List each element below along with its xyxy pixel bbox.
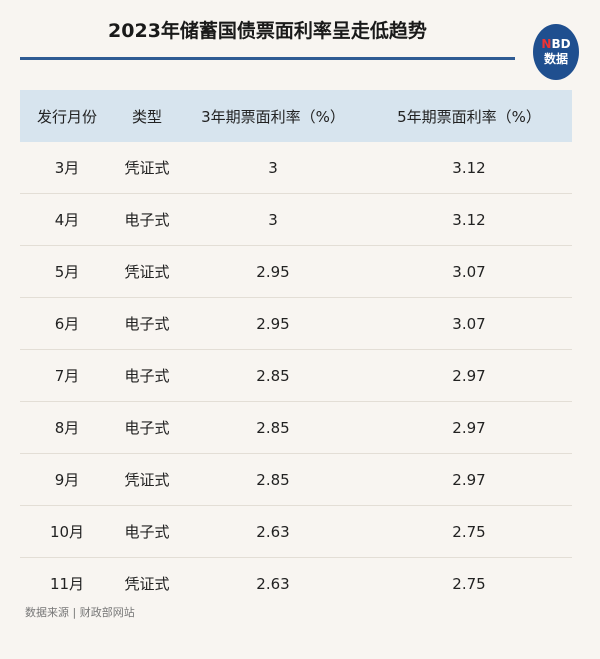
table-row: 9月 凭证式 2.85 2.97 bbox=[20, 454, 572, 506]
table-cell: 8月 bbox=[54, 419, 80, 437]
column-header: 5年期票面利率（%） bbox=[397, 107, 541, 126]
table-cell: 2.85 bbox=[256, 366, 290, 385]
nbd-logo: NBD 数据 bbox=[533, 24, 579, 80]
table-cell: 2.97 bbox=[452, 470, 486, 489]
table-row: 4月 电子式 3 3.12 bbox=[20, 194, 572, 246]
column-header: 类型 bbox=[131, 107, 162, 126]
table-cell: 2.63 bbox=[256, 574, 290, 593]
column-header: 3年期票面利率（%） bbox=[201, 107, 345, 126]
table-cell: 2.75 bbox=[452, 574, 486, 593]
table-cell: 2.95 bbox=[256, 314, 290, 333]
table-cell: 3 bbox=[268, 210, 278, 229]
table-row: 7月 电子式 2.85 2.97 bbox=[20, 350, 572, 402]
table-cell: 3.12 bbox=[452, 210, 486, 229]
table-cell: 电子式 bbox=[124, 419, 170, 437]
source-note: 数据来源 | 财政部网站 bbox=[25, 606, 135, 619]
table-cell: 6月 bbox=[54, 315, 80, 333]
table-cell: 凭证式 bbox=[124, 471, 170, 489]
table-cell: 9月 bbox=[54, 471, 80, 489]
table-cell: 凭证式 bbox=[124, 575, 170, 593]
table-cell: 2.75 bbox=[452, 522, 486, 541]
table-cell: 2.85 bbox=[256, 418, 290, 437]
table-cell: 3.07 bbox=[452, 314, 486, 333]
table-cell: 电子式 bbox=[124, 211, 170, 229]
table-row: 11月 凭证式 2.63 2.75 bbox=[20, 558, 572, 609]
table-cell: 10月 bbox=[49, 523, 85, 541]
table-cell: 5月 bbox=[54, 263, 80, 281]
table-cell: 4月 bbox=[54, 211, 80, 229]
table-cell: 2.97 bbox=[452, 418, 486, 437]
table-cell: 2.63 bbox=[256, 522, 290, 541]
table-cell: 凭证式 bbox=[124, 263, 170, 281]
chart-title: 2023年储蓄国债票面利率呈走低趋势 bbox=[108, 20, 427, 42]
table-cell: 3.12 bbox=[452, 158, 486, 177]
table-cell: 2.95 bbox=[256, 262, 290, 281]
table-cell: 3月 bbox=[54, 159, 80, 177]
table-cell: 2.97 bbox=[452, 366, 486, 385]
table-row: 8月 电子式 2.85 2.97 bbox=[20, 402, 572, 454]
table-cell: 11月 bbox=[49, 575, 85, 593]
table-cell: 电子式 bbox=[124, 367, 170, 385]
rate-table: 发行月份 类型 3年期票面利率（%） 5年期票面利率（%） 3月 凭证式 3 3.12 4月 电子… bbox=[20, 90, 572, 609]
table-row: 3月 凭证式 3 3.12 bbox=[20, 142, 572, 194]
table-cell: 3 bbox=[268, 158, 278, 177]
table-row: 6月 电子式 2.95 3.07 bbox=[20, 298, 572, 350]
table-cell: 7月 bbox=[54, 367, 80, 385]
table-cell: 凭证式 bbox=[124, 159, 170, 177]
table-row: 10月 电子式 2.63 2.75 bbox=[20, 506, 572, 558]
table-header: 发行月份 类型 3年期票面利率（%） 5年期票面利率（%） bbox=[20, 90, 572, 142]
table-cell: 电子式 bbox=[124, 315, 170, 333]
table-cell: 3.07 bbox=[452, 262, 486, 281]
table-row: 5月 凭证式 2.95 3.07 bbox=[20, 246, 572, 298]
table-cell: 2.85 bbox=[256, 470, 290, 489]
column-header: 发行月份 bbox=[36, 107, 97, 126]
table-cell: 电子式 bbox=[124, 523, 170, 541]
title-divider bbox=[20, 57, 515, 60]
